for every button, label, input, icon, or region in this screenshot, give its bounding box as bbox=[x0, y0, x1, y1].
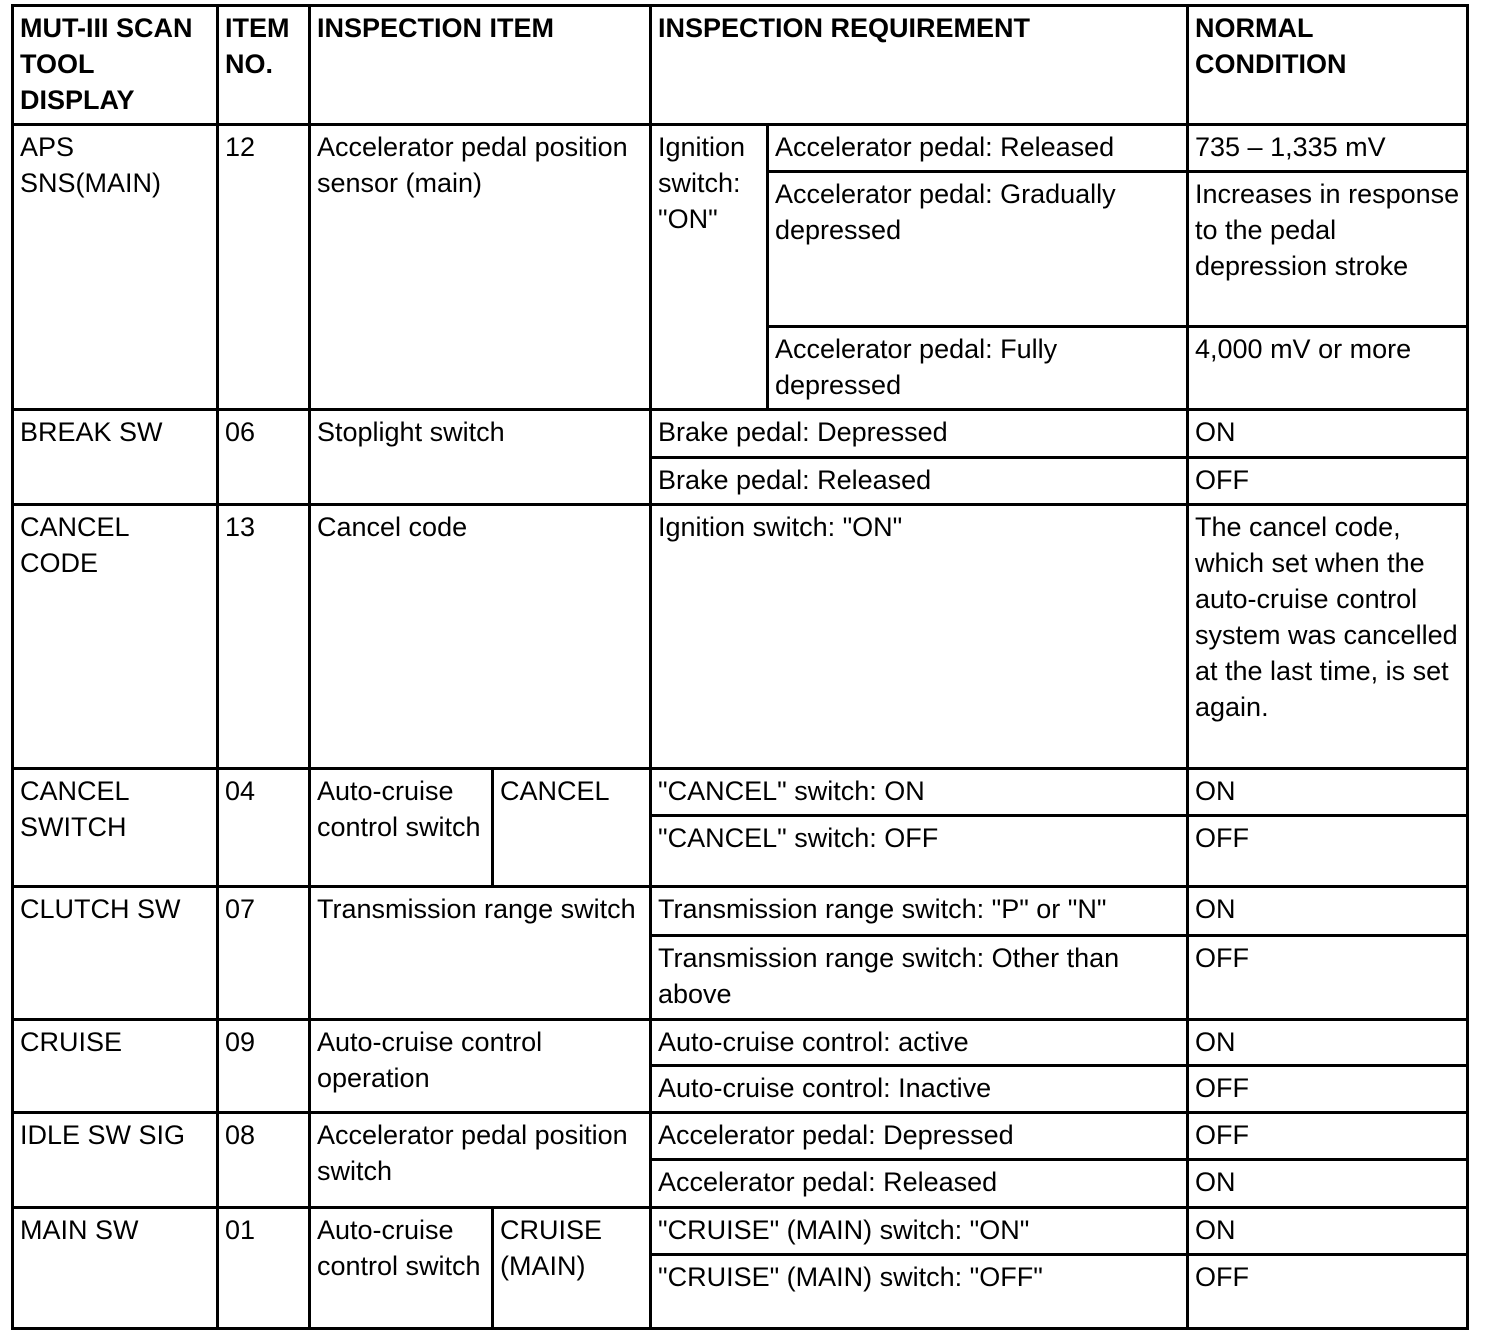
cell-item-no: 06 bbox=[216, 408, 311, 506]
cell-inspection-item: Accelerator pedal position switch bbox=[308, 1111, 652, 1209]
cell-requirement: Accelerator pedal: Released bbox=[766, 123, 1189, 173]
cell-sub-item: CANCEL bbox=[491, 767, 652, 888]
cell-item-no: 09 bbox=[216, 1018, 311, 1114]
cell-requirement: "CANCEL" switch: OFF bbox=[649, 814, 1189, 888]
cell-normal: Increases in response to the pedal depre… bbox=[1186, 170, 1469, 328]
cell-requirement-group: Ignition switch: "ON" bbox=[649, 123, 769, 411]
header-item-no: ITEM NO. bbox=[216, 4, 311, 126]
cell-requirement: Brake pedal: Depressed bbox=[649, 408, 1189, 459]
cell-normal: OFF bbox=[1186, 934, 1469, 1021]
cell-inspection-item: Auto-cruise control switch bbox=[308, 1206, 494, 1330]
cell-item-no: 13 bbox=[216, 503, 311, 770]
cell-requirement: Accelerator pedal: Gradually depressed bbox=[766, 170, 1189, 328]
cell-display: MAIN SW bbox=[11, 1206, 219, 1330]
cell-normal: OFF bbox=[1186, 1064, 1469, 1114]
cell-requirement: "CANCEL" switch: ON bbox=[649, 767, 1189, 817]
cell-display: CLUTCH SW bbox=[11, 885, 219, 1021]
cell-requirement: Accelerator pedal: Released bbox=[649, 1158, 1189, 1209]
cell-requirement: Ignition switch: "ON" bbox=[649, 503, 1189, 770]
cell-normal: ON bbox=[1186, 408, 1469, 459]
cell-normal: ON bbox=[1186, 885, 1469, 937]
cell-item-no: 07 bbox=[216, 885, 311, 1021]
cell-normal: ON bbox=[1186, 767, 1469, 817]
cell-display: BREAK SW bbox=[11, 408, 219, 506]
header-normal: NORMAL CONDITION bbox=[1186, 4, 1469, 126]
cell-requirement: Accelerator pedal: Depressed bbox=[649, 1111, 1189, 1161]
header-requirement: INSPECTION REQUIREMENT bbox=[649, 4, 1189, 126]
cell-display: CANCEL CODE bbox=[11, 503, 219, 770]
cell-normal: OFF bbox=[1186, 814, 1469, 888]
cell-normal: 4,000 mV or more bbox=[1186, 325, 1469, 411]
cell-normal: The cancel code, which set when the auto… bbox=[1186, 503, 1469, 770]
cell-inspection-item: Cancel code bbox=[308, 503, 652, 770]
cell-requirement: "CRUISE" (MAIN) switch: "ON" bbox=[649, 1206, 1189, 1256]
cell-item-no: 08 bbox=[216, 1111, 311, 1209]
cell-requirement: Transmission range switch: "P" or "N" bbox=[649, 885, 1189, 937]
cell-inspection-item: Auto-cruise control operation bbox=[308, 1018, 652, 1114]
cell-requirement: Transmission range switch: Other than ab… bbox=[649, 934, 1189, 1021]
cell-requirement: Accelerator pedal: Fully depressed bbox=[766, 325, 1189, 411]
cell-requirement: Auto-cruise control: Inactive bbox=[649, 1064, 1189, 1114]
cell-item-no: 01 bbox=[216, 1206, 311, 1330]
cell-requirement: "CRUISE" (MAIN) switch: "OFF" bbox=[649, 1253, 1189, 1330]
cell-normal: ON bbox=[1186, 1158, 1469, 1209]
cell-normal: ON bbox=[1186, 1206, 1469, 1256]
cell-inspection-item: Accelerator pedal position sensor (main) bbox=[308, 123, 652, 411]
cell-item-no: 12 bbox=[216, 123, 311, 411]
cell-display: APS SNS(MAIN) bbox=[11, 123, 219, 411]
cell-requirement: Auto-cruise control: active bbox=[649, 1018, 1189, 1067]
cell-display: CANCEL SWITCH bbox=[11, 767, 219, 888]
cell-item-no: 04 bbox=[216, 767, 311, 888]
cell-normal: OFF bbox=[1186, 1111, 1469, 1161]
cell-requirement: Brake pedal: Released bbox=[649, 456, 1189, 506]
cell-display: IDLE SW SIG bbox=[11, 1111, 219, 1209]
cell-normal: OFF bbox=[1186, 456, 1469, 506]
cell-inspection-item: Stoplight switch bbox=[308, 408, 652, 506]
cell-inspection-item: Auto-cruise control switch bbox=[308, 767, 494, 888]
cell-normal: ON bbox=[1186, 1018, 1469, 1067]
cell-normal: 735 – 1,335 mV bbox=[1186, 123, 1469, 173]
cell-display: CRUISE bbox=[11, 1018, 219, 1114]
cell-sub-item: CRUISE (MAIN) bbox=[491, 1206, 652, 1330]
header-display: MUT-III SCAN TOOL DISPLAY bbox=[11, 4, 219, 126]
header-inspection-item: INSPECTION ITEM bbox=[308, 4, 652, 126]
cell-inspection-item: Transmission range switch bbox=[308, 885, 652, 1021]
cell-normal: OFF bbox=[1186, 1253, 1469, 1330]
